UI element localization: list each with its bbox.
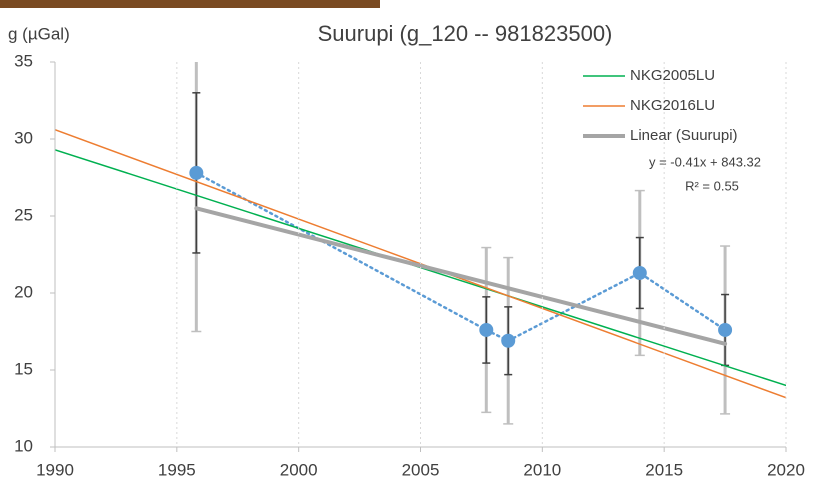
y-tick-label: 10 [14,436,33,455]
series-line [196,173,725,341]
legend-label: NKG2005LU [630,67,715,84]
x-tick-label: 2010 [523,460,561,479]
legend-label: Linear (Suurupi) [630,127,738,144]
y-tick-label: 15 [14,359,33,378]
legend-label: NKG2016LU [630,97,715,114]
chart: Suurupi (g_120 -- 981823500) g (µGal) y … [0,0,816,491]
x-tick-label: 2005 [402,460,440,479]
data-point [501,334,515,348]
data-point [189,166,203,180]
y-tick-label: 35 [14,51,33,70]
y-axis-label: g (µGal) [8,24,70,43]
data-point [633,266,647,280]
x-tick-label: 1995 [158,460,196,479]
photo-strip [0,0,380,8]
x-tick-label: 2000 [280,460,318,479]
data-point [479,323,493,337]
trend-equation: y = -0.41x + 843.32 [649,154,761,169]
y-tick-label: 30 [14,128,33,147]
x-tick-label: 2020 [767,460,805,479]
x-tick-label: 2015 [645,460,683,479]
chart-title: Suurupi (g_120 -- 981823500) [318,21,613,46]
x-tick-label: 1990 [36,460,74,479]
data-point [718,323,732,337]
y-tick-label: 20 [14,282,33,301]
trend-r-squared: R² = 0.55 [685,178,739,193]
y-tick-label: 25 [14,205,33,224]
